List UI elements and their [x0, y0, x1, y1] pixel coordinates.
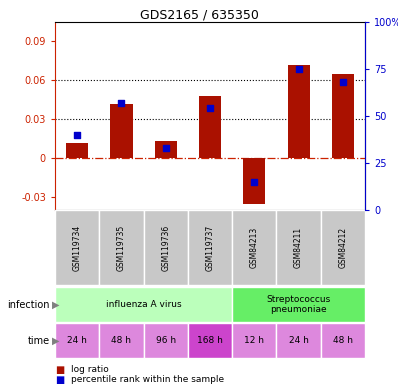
- Text: ■: ■: [55, 375, 64, 384]
- Text: time: time: [28, 336, 50, 346]
- Text: percentile rank within the sample: percentile rank within the sample: [71, 376, 224, 384]
- Bar: [55, 210, 99, 285]
- Text: 96 h: 96 h: [156, 336, 176, 345]
- Bar: [232, 287, 365, 322]
- Point: [118, 100, 125, 106]
- Bar: [199, 96, 221, 158]
- Text: GDS2165 / 635350: GDS2165 / 635350: [140, 8, 258, 21]
- Bar: [99, 323, 144, 358]
- Bar: [287, 65, 310, 158]
- Bar: [155, 141, 177, 158]
- Bar: [110, 104, 133, 158]
- Point: [295, 66, 302, 72]
- Text: ▶: ▶: [52, 300, 59, 310]
- Text: ▶: ▶: [52, 336, 59, 346]
- Text: 168 h: 168 h: [197, 336, 223, 345]
- Bar: [232, 210, 277, 285]
- Text: 48 h: 48 h: [111, 336, 131, 345]
- Bar: [332, 74, 354, 158]
- Text: GSM119735: GSM119735: [117, 224, 126, 271]
- Bar: [55, 287, 232, 322]
- Point: [74, 132, 80, 138]
- Text: GSM84213: GSM84213: [250, 227, 259, 268]
- Text: 24 h: 24 h: [289, 336, 308, 345]
- Bar: [99, 210, 144, 285]
- Bar: [232, 323, 277, 358]
- Text: influenza A virus: influenza A virus: [106, 300, 181, 309]
- Bar: [277, 323, 321, 358]
- Text: log ratio: log ratio: [71, 366, 109, 374]
- Point: [162, 145, 169, 151]
- Text: 24 h: 24 h: [67, 336, 87, 345]
- Text: GSM84211: GSM84211: [294, 227, 303, 268]
- Bar: [321, 210, 365, 285]
- Text: GSM84212: GSM84212: [338, 227, 347, 268]
- Text: infection: infection: [8, 300, 50, 310]
- Text: 48 h: 48 h: [333, 336, 353, 345]
- Bar: [277, 210, 321, 285]
- Bar: [321, 323, 365, 358]
- Text: ■: ■: [55, 365, 64, 375]
- Bar: [144, 323, 188, 358]
- Text: 12 h: 12 h: [244, 336, 264, 345]
- Bar: [66, 142, 88, 158]
- Text: GSM119736: GSM119736: [161, 224, 170, 271]
- Point: [251, 179, 258, 185]
- Text: Streptococcus
pneumoniae: Streptococcus pneumoniae: [266, 295, 331, 314]
- Text: GSM119737: GSM119737: [205, 224, 215, 271]
- Bar: [144, 210, 188, 285]
- Bar: [188, 210, 232, 285]
- Point: [339, 79, 346, 85]
- Bar: [243, 158, 265, 204]
- Bar: [188, 323, 232, 358]
- Bar: [55, 323, 99, 358]
- Point: [207, 105, 213, 111]
- Text: GSM119734: GSM119734: [73, 224, 82, 271]
